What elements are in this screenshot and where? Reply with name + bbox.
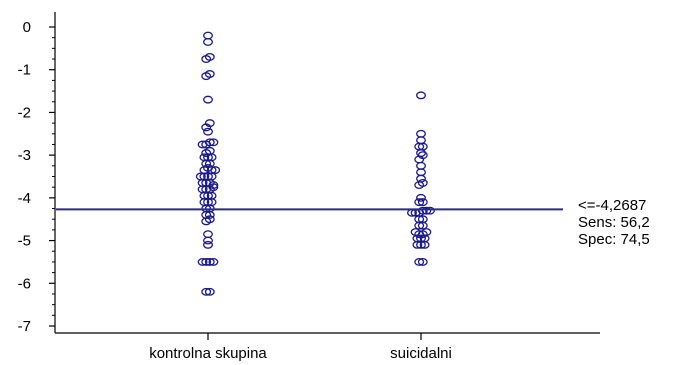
data-point (419, 240, 430, 249)
data-point (204, 210, 215, 219)
annotation-line: <=-4,2687 (578, 197, 646, 214)
y-tick-label: -6 (18, 275, 31, 292)
data-point (417, 206, 428, 215)
data-point (203, 127, 213, 136)
data-point (203, 230, 213, 239)
data-point (417, 178, 428, 187)
axes (54, 12, 600, 334)
data-point (416, 136, 426, 145)
data-point (204, 138, 215, 147)
data-point (201, 123, 212, 132)
data-point (203, 31, 213, 40)
y-tick-label: -7 (18, 318, 31, 335)
data-point (417, 221, 428, 230)
data-point (204, 52, 215, 61)
data-point (414, 221, 425, 230)
x-ticks: kontrolna skupina suicidalni (149, 333, 452, 362)
data-point (417, 257, 428, 266)
data-point (201, 287, 212, 296)
data-point (208, 183, 219, 192)
data-point (203, 95, 213, 104)
data-point (414, 198, 425, 207)
data-point (416, 174, 426, 183)
annotation-line: Spec: 74,5 (578, 231, 650, 248)
x-category-label: kontrolna skupina (149, 345, 267, 362)
y-tick-label: -3 (18, 147, 31, 164)
data-point (204, 70, 215, 78)
data-point (417, 151, 428, 160)
x-category-label: suicidalni (390, 345, 452, 362)
data-point (204, 287, 215, 296)
data-point (203, 38, 213, 46)
y-ticks: 0 -1 -2 -3 -4 -5 -6 -7 (18, 19, 55, 335)
data-point (203, 240, 213, 249)
data-point (210, 166, 221, 175)
data-point (425, 206, 435, 215)
annotation-line: Sens: 56,2 (578, 214, 650, 231)
data-point (417, 198, 428, 207)
data-point (208, 257, 219, 266)
data-point (201, 257, 212, 266)
data-point (416, 193, 426, 202)
data-point (208, 138, 219, 147)
y-tick-label: -5 (18, 233, 31, 250)
data-point (204, 257, 215, 266)
data-point (197, 257, 208, 266)
y-tick-label: 0 (23, 19, 31, 36)
y-tick-label: -4 (18, 190, 31, 207)
data-point (416, 168, 426, 177)
data-point (421, 206, 432, 215)
data-point (416, 161, 426, 170)
data-point (416, 240, 426, 249)
data-point (412, 240, 423, 249)
data-point (416, 129, 426, 138)
data-point (203, 236, 213, 245)
y-tick-label: -1 (18, 62, 31, 79)
data-point (416, 91, 426, 100)
data-point (204, 215, 215, 224)
y-tick-label: -2 (18, 104, 31, 121)
data-points (195, 31, 435, 296)
data-point (414, 257, 425, 266)
